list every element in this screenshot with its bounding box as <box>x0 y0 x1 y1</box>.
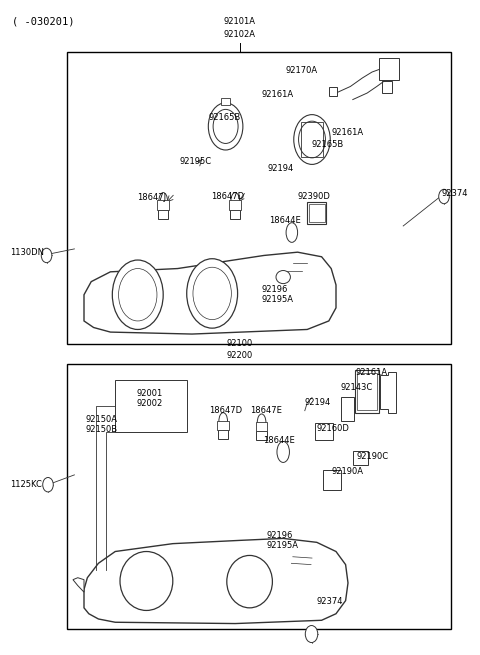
Text: 92200: 92200 <box>227 351 253 360</box>
Ellipse shape <box>219 413 228 430</box>
Text: 92390D: 92390D <box>298 192 330 201</box>
Circle shape <box>43 477 53 492</box>
Bar <box>256 431 267 440</box>
Polygon shape <box>84 252 336 334</box>
Bar <box>341 397 354 421</box>
Bar <box>307 202 326 224</box>
Bar <box>67 364 451 629</box>
Text: 92002: 92002 <box>137 399 163 408</box>
Bar <box>221 98 230 105</box>
Text: 18647E: 18647E <box>250 406 281 415</box>
Text: 92194: 92194 <box>305 398 331 407</box>
Text: 92194: 92194 <box>268 164 294 173</box>
Text: 92196: 92196 <box>266 531 293 540</box>
Text: 92161A: 92161A <box>355 367 387 377</box>
Text: 1125KC: 1125KC <box>10 480 41 489</box>
Text: 92165B: 92165B <box>312 140 344 149</box>
Circle shape <box>41 248 52 263</box>
Bar <box>158 210 168 219</box>
Circle shape <box>439 189 449 204</box>
Text: 92165B: 92165B <box>209 113 241 122</box>
Bar <box>357 373 377 410</box>
Text: 92143C: 92143C <box>341 383 373 392</box>
Bar <box>355 370 379 413</box>
Text: 92160D: 92160D <box>317 424 349 433</box>
Bar <box>301 122 323 157</box>
Text: 92102A: 92102A <box>224 30 256 39</box>
Bar <box>157 200 169 210</box>
Polygon shape <box>84 538 348 624</box>
Circle shape <box>299 121 325 158</box>
Text: 18647J: 18647J <box>137 193 166 202</box>
Text: 92374: 92374 <box>442 189 468 198</box>
Bar <box>218 430 228 439</box>
Text: 92170A: 92170A <box>286 66 318 75</box>
Text: 92150B: 92150B <box>85 425 118 434</box>
Circle shape <box>187 259 238 328</box>
Circle shape <box>294 115 330 164</box>
Text: 92101A: 92101A <box>224 17 256 26</box>
Circle shape <box>208 103 243 150</box>
Ellipse shape <box>159 193 168 210</box>
Bar <box>353 451 368 465</box>
Text: 18647D: 18647D <box>211 192 244 201</box>
Text: 92190A: 92190A <box>331 467 363 476</box>
Ellipse shape <box>257 414 266 431</box>
Text: 1130DN: 1130DN <box>10 248 44 257</box>
Bar <box>67 52 451 344</box>
Bar <box>230 210 240 219</box>
Text: 92190C: 92190C <box>356 452 388 461</box>
Polygon shape <box>73 578 84 592</box>
Bar <box>329 87 337 96</box>
Polygon shape <box>380 372 396 413</box>
Circle shape <box>193 267 231 320</box>
Circle shape <box>305 626 318 643</box>
Text: 92195A: 92195A <box>262 295 294 305</box>
Text: 18644E: 18644E <box>269 215 300 225</box>
Circle shape <box>112 260 163 329</box>
Bar <box>229 200 241 210</box>
Circle shape <box>213 109 238 143</box>
Text: 18647D: 18647D <box>209 406 242 415</box>
Text: 92161A: 92161A <box>331 128 363 137</box>
Ellipse shape <box>276 271 290 284</box>
Ellipse shape <box>120 552 173 610</box>
Text: 92195A: 92195A <box>266 541 299 550</box>
Ellipse shape <box>231 193 240 210</box>
Circle shape <box>119 269 157 321</box>
Text: 92374: 92374 <box>317 597 343 606</box>
Text: 92196: 92196 <box>262 285 288 294</box>
Text: 92001: 92001 <box>137 388 163 398</box>
Bar <box>115 380 187 432</box>
Text: 18644E: 18644E <box>263 436 295 445</box>
Text: 92100: 92100 <box>227 339 253 348</box>
Ellipse shape <box>286 223 298 242</box>
Bar <box>256 422 267 431</box>
Bar <box>309 204 325 222</box>
Text: 92150A: 92150A <box>85 415 118 424</box>
Ellipse shape <box>277 441 289 462</box>
Bar <box>323 470 341 490</box>
Bar <box>382 81 392 93</box>
Text: 92195C: 92195C <box>180 157 212 166</box>
Text: ( -030201): ( -030201) <box>12 16 74 26</box>
Bar <box>315 423 333 440</box>
Bar <box>379 58 399 80</box>
Ellipse shape <box>227 555 273 608</box>
Text: 92161A: 92161A <box>262 90 294 100</box>
Bar <box>217 421 229 430</box>
